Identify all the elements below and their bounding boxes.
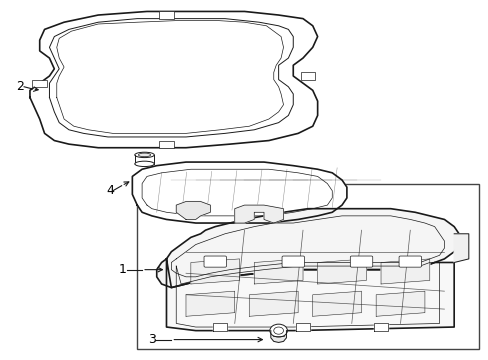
Polygon shape — [380, 259, 429, 284]
FancyBboxPatch shape — [203, 256, 226, 267]
Polygon shape — [30, 12, 317, 148]
Polygon shape — [249, 291, 298, 316]
Polygon shape — [132, 162, 346, 223]
Bar — [159, 140, 173, 148]
Polygon shape — [176, 202, 210, 220]
Text: 4: 4 — [106, 184, 114, 197]
Ellipse shape — [138, 153, 150, 157]
Text: 3: 3 — [147, 333, 156, 346]
Circle shape — [269, 324, 287, 337]
FancyBboxPatch shape — [282, 256, 304, 267]
Ellipse shape — [135, 161, 154, 167]
Polygon shape — [375, 291, 424, 316]
Text: 2: 2 — [16, 80, 24, 93]
Circle shape — [273, 327, 283, 334]
Polygon shape — [234, 205, 283, 223]
Bar — [32, 80, 47, 87]
Bar — [300, 72, 315, 80]
Polygon shape — [254, 259, 303, 284]
Text: 1: 1 — [119, 263, 126, 276]
Polygon shape — [373, 323, 387, 330]
Bar — [137, 184, 478, 348]
FancyBboxPatch shape — [398, 256, 421, 267]
Polygon shape — [49, 19, 293, 137]
Polygon shape — [190, 259, 239, 284]
Polygon shape — [270, 330, 286, 342]
Polygon shape — [312, 291, 361, 316]
FancyBboxPatch shape — [349, 256, 372, 267]
Polygon shape — [157, 209, 458, 288]
Polygon shape — [212, 323, 227, 330]
Polygon shape — [166, 259, 453, 330]
Polygon shape — [453, 234, 468, 262]
Bar — [159, 12, 173, 19]
Polygon shape — [317, 259, 366, 284]
Ellipse shape — [135, 152, 154, 158]
Polygon shape — [295, 323, 310, 330]
Polygon shape — [185, 291, 234, 316]
